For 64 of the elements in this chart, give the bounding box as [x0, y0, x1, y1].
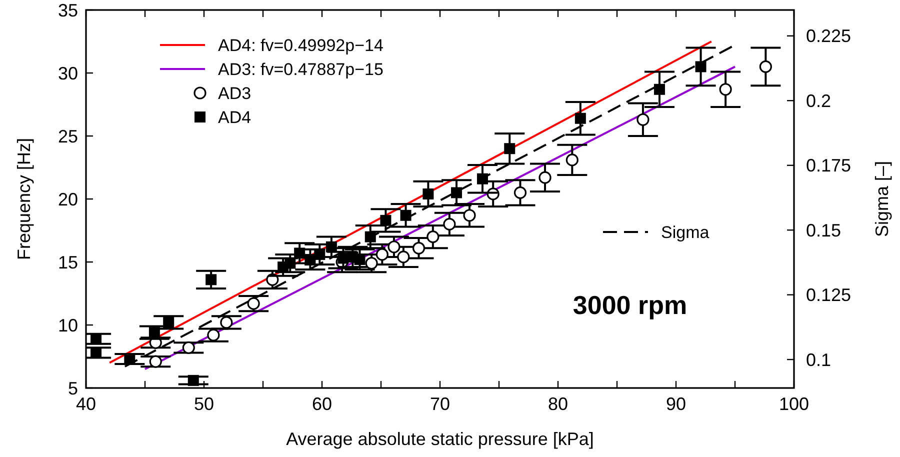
legend-label: AD3: fv=0.47887p−15: [218, 60, 384, 79]
x-tick-label: 90: [666, 394, 686, 414]
y-tick-label: 20: [58, 189, 78, 210]
legend-label: Sigma: [661, 222, 710, 242]
point: [422, 188, 434, 200]
x-tick-label: 40: [76, 394, 96, 414]
y-tick-label: 5: [68, 378, 78, 398]
x-tick-label: 50: [194, 394, 214, 414]
point: [163, 316, 174, 328]
point: [294, 248, 306, 259]
point: [451, 187, 462, 198]
annotation: 3000 rpm: [572, 290, 688, 320]
point: [412, 242, 426, 254]
y-tick-label: 35: [58, 0, 78, 20]
point: [538, 171, 552, 184]
point: [566, 154, 578, 166]
y-tick-label: 10: [58, 315, 78, 336]
point: [574, 112, 586, 124]
point: [388, 240, 400, 254]
y-tick-label: 15: [58, 252, 78, 272]
point: [380, 214, 392, 226]
point: [247, 297, 260, 310]
legend-label: AD3: [218, 84, 252, 103]
point: [365, 256, 378, 270]
point: [514, 186, 527, 199]
point: [149, 355, 162, 368]
y2-tick-label: 0.15: [806, 220, 842, 240]
point: [463, 209, 476, 222]
x-tick-label: 100: [778, 394, 810, 414]
y2-tick-label: 0.125: [806, 285, 852, 306]
point: [443, 218, 456, 230]
point: [504, 143, 516, 154]
point: [314, 248, 326, 260]
y-tick-label: 25: [58, 126, 78, 146]
y2-tick-label: 0.175: [806, 156, 852, 176]
point: [654, 84, 665, 95]
legend-label: AD4: fv=0.49992p−14: [218, 36, 384, 55]
x-tick-label: 60: [312, 394, 332, 414]
y-axis-title: Frequency [Hz]: [14, 138, 34, 260]
point: [182, 341, 195, 354]
x-tick-label: 70: [430, 394, 450, 414]
point: [90, 347, 102, 358]
point: [90, 333, 102, 344]
point: [206, 274, 217, 286]
point: [188, 374, 199, 386]
point: [426, 230, 440, 244]
y2-axis-title: Sigma [–]: [872, 160, 892, 238]
y2-tick-label: 0.1: [806, 350, 832, 370]
x-axis-title: Average absolute static pressure [kPa]: [286, 429, 594, 449]
legend-label: AD4: [218, 108, 252, 127]
point: [326, 241, 337, 252]
point: [636, 113, 650, 126]
y2-tick-label: 0.2: [806, 90, 832, 111]
x-tick-label: 80: [548, 394, 568, 414]
point: [207, 328, 220, 342]
point: [759, 60, 772, 73]
y-tick-label: 30: [58, 63, 78, 84]
point: [719, 83, 732, 96]
point: [376, 248, 388, 261]
point: [397, 250, 410, 264]
point: [284, 258, 296, 269]
y2-tick-label: 0.225: [806, 26, 852, 46]
point: [220, 316, 233, 329]
point: [695, 61, 706, 72]
